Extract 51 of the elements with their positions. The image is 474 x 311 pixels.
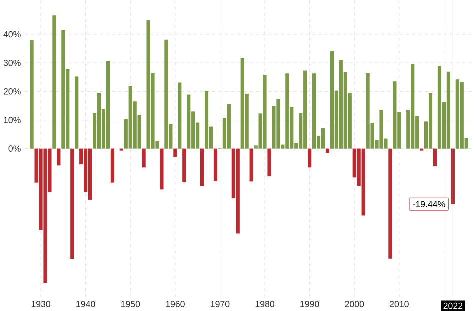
- x-tick-label: 2000: [345, 301, 364, 308]
- x-tick-label: 1960: [166, 301, 185, 308]
- bar: [75, 76, 79, 149]
- bar: [142, 148, 146, 168]
- ref-line-label: 2022: [444, 302, 463, 310]
- bar: [57, 148, 61, 166]
- bar: [438, 66, 442, 149]
- bar: [433, 148, 438, 166]
- x-tick-label: 1950: [121, 301, 140, 308]
- y-tick-label: 0%: [8, 146, 21, 152]
- bar: [321, 128, 326, 149]
- bar: [227, 104, 231, 149]
- annotation: -19.44%: [413, 201, 446, 208]
- bar: [312, 74, 316, 149]
- bar: [178, 82, 182, 149]
- bar: [250, 148, 254, 182]
- x-tick-label: 1940: [76, 301, 96, 308]
- x-tick-label: 2010: [390, 301, 409, 308]
- bar: [182, 148, 186, 182]
- bar: [174, 148, 178, 158]
- bar: [326, 148, 330, 154]
- bar: [70, 148, 74, 260]
- bar: [160, 148, 164, 190]
- bar: [62, 30, 66, 149]
- bar: [204, 91, 209, 149]
- bar: [388, 148, 392, 259]
- bar: [52, 16, 56, 149]
- bar: [393, 82, 397, 149]
- y-tick-label: 30%: [4, 60, 21, 66]
- bar: [362, 148, 366, 216]
- bar: [30, 40, 34, 149]
- x-tick-label: 1980: [256, 301, 275, 308]
- y-tick-label: 10%: [4, 117, 21, 124]
- x-tick-label: 1990: [300, 301, 320, 308]
- bar: [330, 51, 334, 149]
- bar: [97, 92, 102, 149]
- bar: [308, 148, 312, 168]
- bar: [428, 93, 433, 149]
- y-tick-label: 20%: [4, 88, 21, 95]
- bar: [236, 148, 240, 234]
- bar: [110, 148, 114, 183]
- bar: [106, 60, 110, 149]
- x-tick-label: 1930: [32, 301, 51, 308]
- bar: [446, 72, 450, 149]
- bar: [200, 148, 204, 186]
- bar: [268, 148, 272, 176]
- y-tick-label: 40%: [4, 31, 21, 38]
- bar: [164, 40, 168, 149]
- bar: [214, 148, 218, 182]
- x-tick-label: 1970: [211, 301, 230, 308]
- bar: [187, 94, 191, 149]
